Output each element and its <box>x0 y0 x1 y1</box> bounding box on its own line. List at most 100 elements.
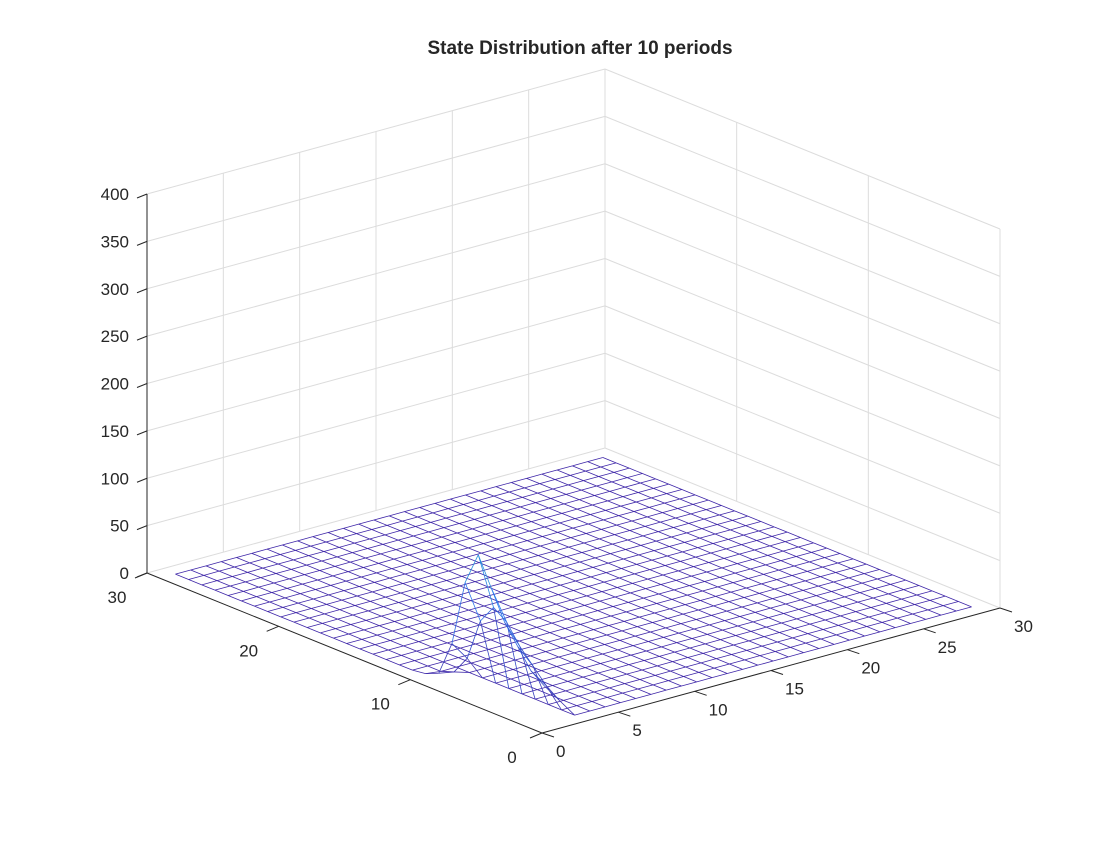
mesh-line <box>432 643 447 647</box>
mesh-line <box>399 603 412 608</box>
mesh-line <box>615 535 628 540</box>
mesh-line <box>622 631 635 636</box>
mesh-line <box>490 573 505 577</box>
mesh-line <box>577 505 592 509</box>
mesh-line <box>605 640 620 644</box>
mesh-line <box>926 615 941 619</box>
mesh-line <box>518 512 533 516</box>
mesh-line <box>366 558 379 563</box>
mesh-line <box>639 617 652 622</box>
mesh-line <box>682 682 697 686</box>
mesh-line <box>735 511 748 516</box>
mesh-line <box>324 552 337 557</box>
mesh-line <box>617 521 632 525</box>
mesh-line <box>732 520 745 525</box>
mesh-line <box>524 684 537 689</box>
mesh-line <box>267 549 280 554</box>
mesh-line <box>403 642 418 646</box>
mesh-line <box>582 548 597 552</box>
mesh-line <box>418 575 433 579</box>
mesh-line <box>381 612 396 616</box>
mesh-line <box>635 570 650 574</box>
mesh-line <box>501 588 516 592</box>
mesh-line <box>554 610 569 614</box>
mesh-line <box>553 489 566 494</box>
mesh-line <box>511 483 524 488</box>
mesh-line <box>836 568 851 572</box>
mesh-line <box>700 596 715 600</box>
mesh-line <box>538 556 551 561</box>
mesh-line <box>725 621 738 626</box>
mesh-line <box>772 532 787 536</box>
mesh-line <box>370 597 385 601</box>
mesh-line <box>398 536 413 540</box>
mesh-line <box>606 569 621 573</box>
mesh-line <box>600 601 613 606</box>
mesh-line <box>709 563 722 568</box>
mesh-line <box>684 672 699 676</box>
mesh-line <box>541 671 554 676</box>
mesh-line <box>571 538 584 543</box>
mesh-line <box>386 597 399 602</box>
mesh-line <box>444 528 457 533</box>
mesh-line <box>474 519 487 524</box>
mesh-line <box>556 604 569 609</box>
mesh-line <box>451 562 464 567</box>
mesh-line <box>760 656 773 661</box>
mesh-line <box>586 471 599 476</box>
mesh-line <box>749 641 762 646</box>
mesh-line <box>447 639 462 643</box>
mesh-line <box>626 612 639 617</box>
mesh-line <box>556 542 569 547</box>
mesh-line <box>374 578 389 582</box>
mesh-line <box>676 518 689 523</box>
mesh-line <box>593 567 606 572</box>
mesh-line <box>601 463 616 467</box>
mesh-line <box>880 628 895 632</box>
mesh-line <box>629 468 642 473</box>
mesh-line <box>548 638 563 642</box>
mesh-line <box>389 516 402 521</box>
mesh-line <box>592 702 605 707</box>
mesh-line <box>661 580 676 584</box>
mesh-line <box>655 613 668 618</box>
mesh-line <box>501 592 514 597</box>
mesh-line <box>543 595 558 599</box>
mesh-line <box>563 634 578 638</box>
mesh-line <box>585 664 600 668</box>
mesh-line <box>313 537 326 542</box>
mesh-line <box>730 530 743 535</box>
mesh-line <box>546 686 561 710</box>
mesh-line <box>296 613 309 618</box>
mesh-line <box>770 604 785 608</box>
mesh-line <box>435 503 448 508</box>
mesh-line <box>386 593 401 597</box>
mesh-line <box>542 470 557 474</box>
mesh-line <box>512 607 525 612</box>
mesh-line <box>230 586 243 591</box>
mesh-line <box>715 534 728 539</box>
mesh-line <box>685 605 698 610</box>
mesh-line <box>517 651 530 656</box>
mesh-line <box>614 665 629 669</box>
mesh-line <box>827 611 840 616</box>
mesh-line <box>627 478 640 483</box>
mesh-line <box>502 651 517 655</box>
mesh-line <box>656 541 669 546</box>
mesh-line <box>456 605 469 610</box>
mesh-line <box>679 629 694 633</box>
mesh-line <box>508 564 521 569</box>
mesh-line <box>631 655 644 660</box>
mesh-line <box>758 661 773 665</box>
mesh-line <box>541 604 556 608</box>
mesh-line <box>680 499 693 504</box>
mesh-line <box>709 558 724 562</box>
mesh-line <box>392 565 407 569</box>
mesh-line <box>252 553 265 558</box>
mesh-line <box>630 589 645 593</box>
mesh-line <box>807 567 822 571</box>
mesh-line <box>560 523 573 528</box>
mesh-line <box>578 572 591 577</box>
mesh-line <box>779 633 792 638</box>
mesh-line <box>503 583 516 588</box>
